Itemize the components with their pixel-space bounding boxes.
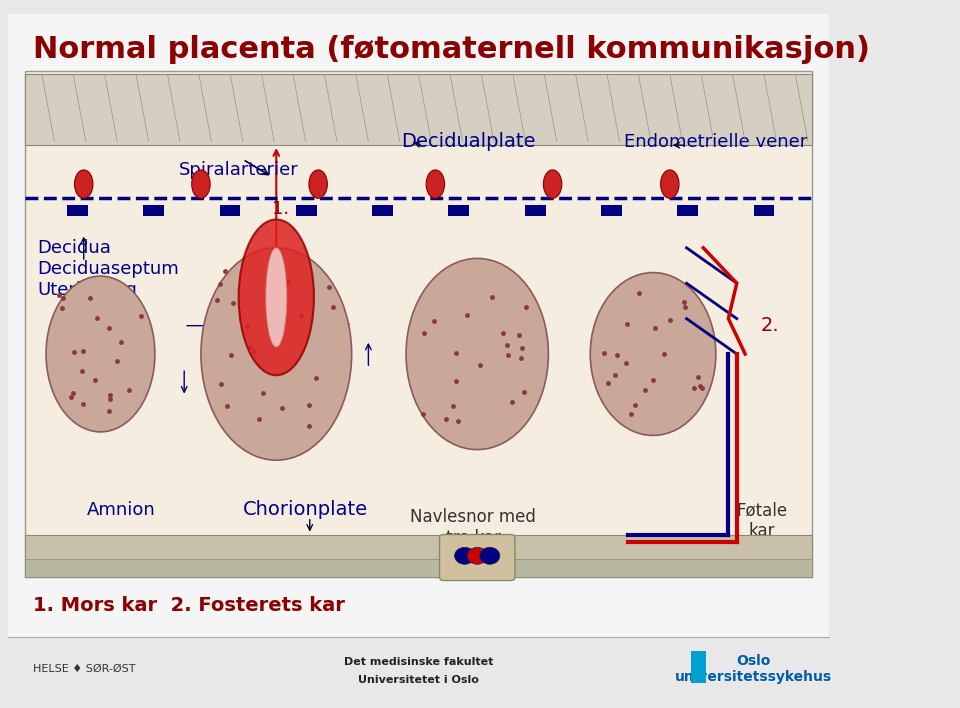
Text: Føtale
kar: Føtale kar: [736, 501, 787, 539]
Ellipse shape: [590, 273, 716, 435]
FancyBboxPatch shape: [9, 14, 828, 637]
Ellipse shape: [75, 170, 93, 198]
FancyBboxPatch shape: [25, 535, 812, 577]
FancyBboxPatch shape: [677, 205, 698, 216]
Text: Oslo
universitetssykehus: Oslo universitetssykehus: [675, 654, 832, 684]
FancyBboxPatch shape: [143, 205, 164, 216]
Text: Decidualplate: Decidualplate: [401, 132, 536, 151]
FancyBboxPatch shape: [440, 535, 515, 581]
Ellipse shape: [192, 170, 210, 198]
Ellipse shape: [426, 170, 444, 198]
FancyBboxPatch shape: [25, 559, 812, 577]
Ellipse shape: [201, 248, 351, 460]
FancyBboxPatch shape: [525, 205, 545, 216]
FancyBboxPatch shape: [691, 651, 706, 683]
Text: HELSE ♦ SØR-ØST: HELSE ♦ SØR-ØST: [34, 664, 136, 674]
FancyBboxPatch shape: [25, 74, 812, 145]
FancyBboxPatch shape: [601, 205, 622, 216]
Text: Endometrielle vener: Endometrielle vener: [624, 132, 807, 151]
FancyBboxPatch shape: [372, 205, 393, 216]
FancyBboxPatch shape: [448, 205, 469, 216]
FancyBboxPatch shape: [754, 205, 775, 216]
Ellipse shape: [239, 219, 314, 375]
Text: Spiralarterier: Spiralarterier: [179, 161, 299, 179]
Text: Universitetet i Oslo: Universitetet i Oslo: [358, 675, 479, 685]
FancyBboxPatch shape: [25, 71, 812, 577]
Text: Normal placenta (føtomaternell kommunikasjon): Normal placenta (føtomaternell kommunika…: [34, 35, 871, 64]
Text: 1.: 1.: [272, 200, 289, 218]
Ellipse shape: [46, 276, 155, 432]
Text: Amnion: Amnion: [87, 501, 156, 519]
FancyBboxPatch shape: [296, 205, 317, 216]
Ellipse shape: [660, 170, 679, 198]
Circle shape: [468, 547, 488, 564]
Text: 1. Mors kar  2. Fosterets kar: 1. Mors kar 2. Fosterets kar: [34, 596, 346, 615]
Text: Navlesnor med
tre kar: Navlesnor med tre kar: [410, 508, 536, 547]
Text: Decidua
Deciduaseptum
Uterinvegg: Decidua Deciduaseptum Uterinvegg: [37, 239, 180, 299]
Circle shape: [455, 547, 474, 564]
Text: Chorionplate: Chorionplate: [243, 501, 368, 519]
FancyBboxPatch shape: [220, 205, 240, 216]
Ellipse shape: [543, 170, 562, 198]
Ellipse shape: [406, 258, 548, 450]
Circle shape: [480, 547, 500, 564]
Text: 2.: 2.: [761, 316, 780, 335]
Text: Det medisinske fakultet: Det medisinske fakultet: [344, 657, 493, 667]
Ellipse shape: [266, 248, 287, 347]
FancyBboxPatch shape: [67, 205, 88, 216]
Ellipse shape: [309, 170, 327, 198]
